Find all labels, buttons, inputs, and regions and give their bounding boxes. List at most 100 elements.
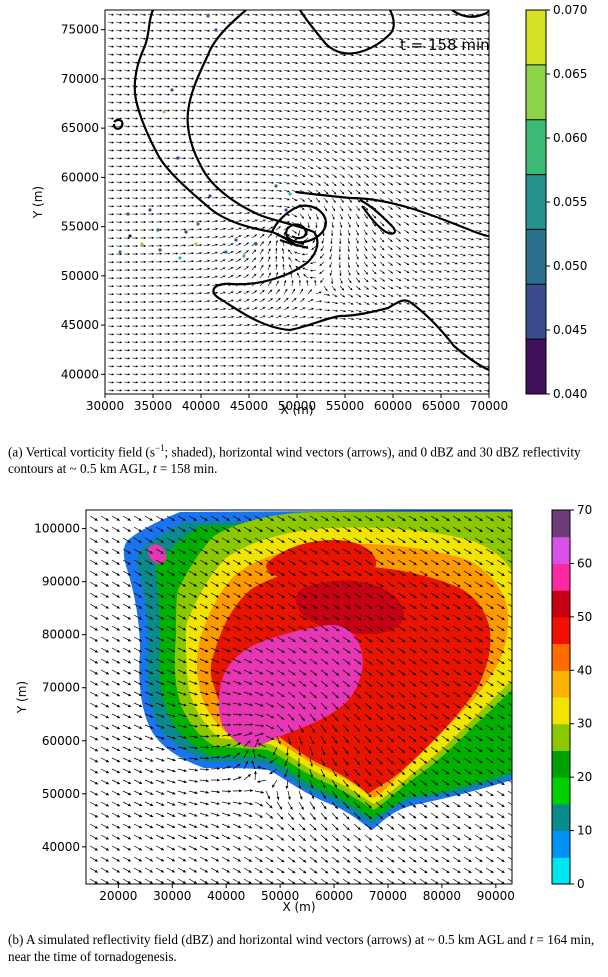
wind-arrowhead: [239, 196, 242, 199]
wind-arrowhead: [348, 233, 351, 236]
wind-arrowhead: [191, 69, 194, 72]
wind-arrowhead: [167, 13, 170, 16]
wind-arrowhead: [439, 317, 442, 321]
wind-arrowhead: [375, 126, 378, 129]
wind-arrowhead: [167, 101, 170, 104]
wind-arrowhead: [259, 528, 263, 532]
wind-arrowhead: [439, 278, 442, 281]
wind-arrowhead: [374, 175, 377, 178]
wind-arrowhead: [414, 166, 418, 169]
vorticity-spot: [254, 242, 258, 246]
wind-arrowhead: [207, 117, 210, 120]
wind-arrowhead: [183, 53, 186, 56]
wind-arrowhead: [455, 21, 458, 25]
wind-arrowhead: [269, 233, 272, 236]
wind-arrowhead: [463, 254, 466, 257]
wind-arrowhead: [311, 247, 314, 250]
time-annotation: t = 158 min: [400, 36, 490, 54]
wind-arrowhead: [311, 307, 314, 311]
wind-arrowhead: [319, 308, 322, 311]
wind-arrowhead: [399, 365, 402, 368]
wind-arrowhead: [335, 13, 338, 17]
wind-arrowhead: [342, 183, 345, 186]
x-tick-label: 55000: [326, 399, 364, 413]
wind-arrowhead: [223, 172, 226, 176]
wind-arrowhead: [159, 101, 162, 104]
wind-arrowhead: [247, 109, 250, 112]
wind-arrowhead: [463, 206, 466, 209]
wind-arrowhead: [239, 149, 242, 152]
wind-arrowhead: [367, 118, 370, 121]
wind-arrowhead: [391, 45, 394, 49]
wind-arrowhead: [263, 101, 266, 105]
wind-arrowhead: [183, 276, 186, 279]
wind-arrowhead: [175, 268, 178, 271]
wind-arrowhead: [463, 77, 466, 81]
wind-arrowhead: [246, 299, 250, 302]
wind-arrowhead: [406, 262, 410, 266]
wind-arrowhead: [479, 518, 483, 521]
wind-arrowhead: [223, 85, 226, 88]
wind-arrowhead: [335, 118, 338, 121]
wind-arrowhead: [263, 372, 266, 376]
wind-arrowhead: [159, 45, 162, 48]
wind-arrowhead: [422, 262, 426, 265]
wind-arrowhead: [143, 85, 146, 88]
wind-arrowhead: [471, 349, 474, 353]
wind-arrowhead: [351, 86, 354, 89]
wind-arrowhead: [239, 188, 242, 192]
wind-arrowhead: [279, 332, 282, 335]
wind-arrowhead: [127, 165, 130, 168]
wind-arrowhead: [167, 220, 170, 224]
wind-arrowhead: [339, 233, 342, 236]
wind-arrowhead: [191, 77, 194, 80]
wind-arrowhead: [471, 293, 474, 297]
wind-arrowhead: [261, 241, 264, 244]
wind-arrowhead: [151, 165, 154, 168]
wind-arrowhead: [383, 102, 386, 105]
wind-arrowhead: [159, 85, 162, 88]
wind-arrowhead: [263, 189, 266, 192]
wind-arrowhead: [295, 142, 298, 145]
wind-arrowhead: [382, 150, 386, 153]
wind-arrowhead: [399, 21, 402, 25]
wind-arrowhead: [270, 307, 274, 310]
wind-arrowhead: [247, 307, 250, 310]
wind-arrowhead: [398, 166, 402, 169]
wind-arrowhead: [374, 191, 377, 194]
wind-arrowhead: [191, 188, 194, 192]
wind-arrowhead: [159, 332, 162, 336]
wind-arrowhead: [479, 253, 482, 257]
wind-arrowhead: [135, 276, 138, 280]
wind-arrowhead: [247, 69, 250, 72]
wind-arrowhead: [143, 324, 146, 328]
wind-arrowhead: [127, 341, 130, 344]
wind-arrowhead: [175, 316, 178, 319]
wind-arrowhead: [207, 69, 210, 72]
wind-arrowhead: [295, 381, 298, 384]
wind-arrowhead: [358, 294, 362, 298]
wind-arrowhead: [159, 292, 162, 296]
wind-arrowhead: [149, 517, 153, 521]
wind-arrowhead: [298, 280, 302, 283]
wind-arrowhead: [127, 381, 130, 384]
wind-arrowhead: [191, 172, 194, 176]
wind-arrowhead: [191, 212, 194, 215]
wind-arrowhead: [455, 134, 458, 137]
wind-arrowhead: [287, 125, 290, 129]
wind-vectors-a: [107, 13, 489, 392]
wind-arrowhead: [287, 53, 290, 57]
wind-arrowhead: [263, 204, 266, 207]
wind-arrowhead: [238, 250, 242, 254]
wind-arrowhead: [455, 69, 458, 73]
wind-arrowhead: [239, 45, 242, 48]
wind-arrowhead: [415, 118, 418, 121]
wind-arrowhead: [351, 126, 354, 129]
wind-arrowhead: [479, 93, 482, 97]
wind-arrowhead: [423, 150, 426, 153]
wind-arrowhead: [414, 238, 418, 241]
wind-arrowhead: [183, 37, 186, 40]
wind-arrowhead: [423, 93, 426, 97]
wind-arrowhead: [479, 269, 482, 273]
wind-arrowhead: [333, 191, 337, 195]
